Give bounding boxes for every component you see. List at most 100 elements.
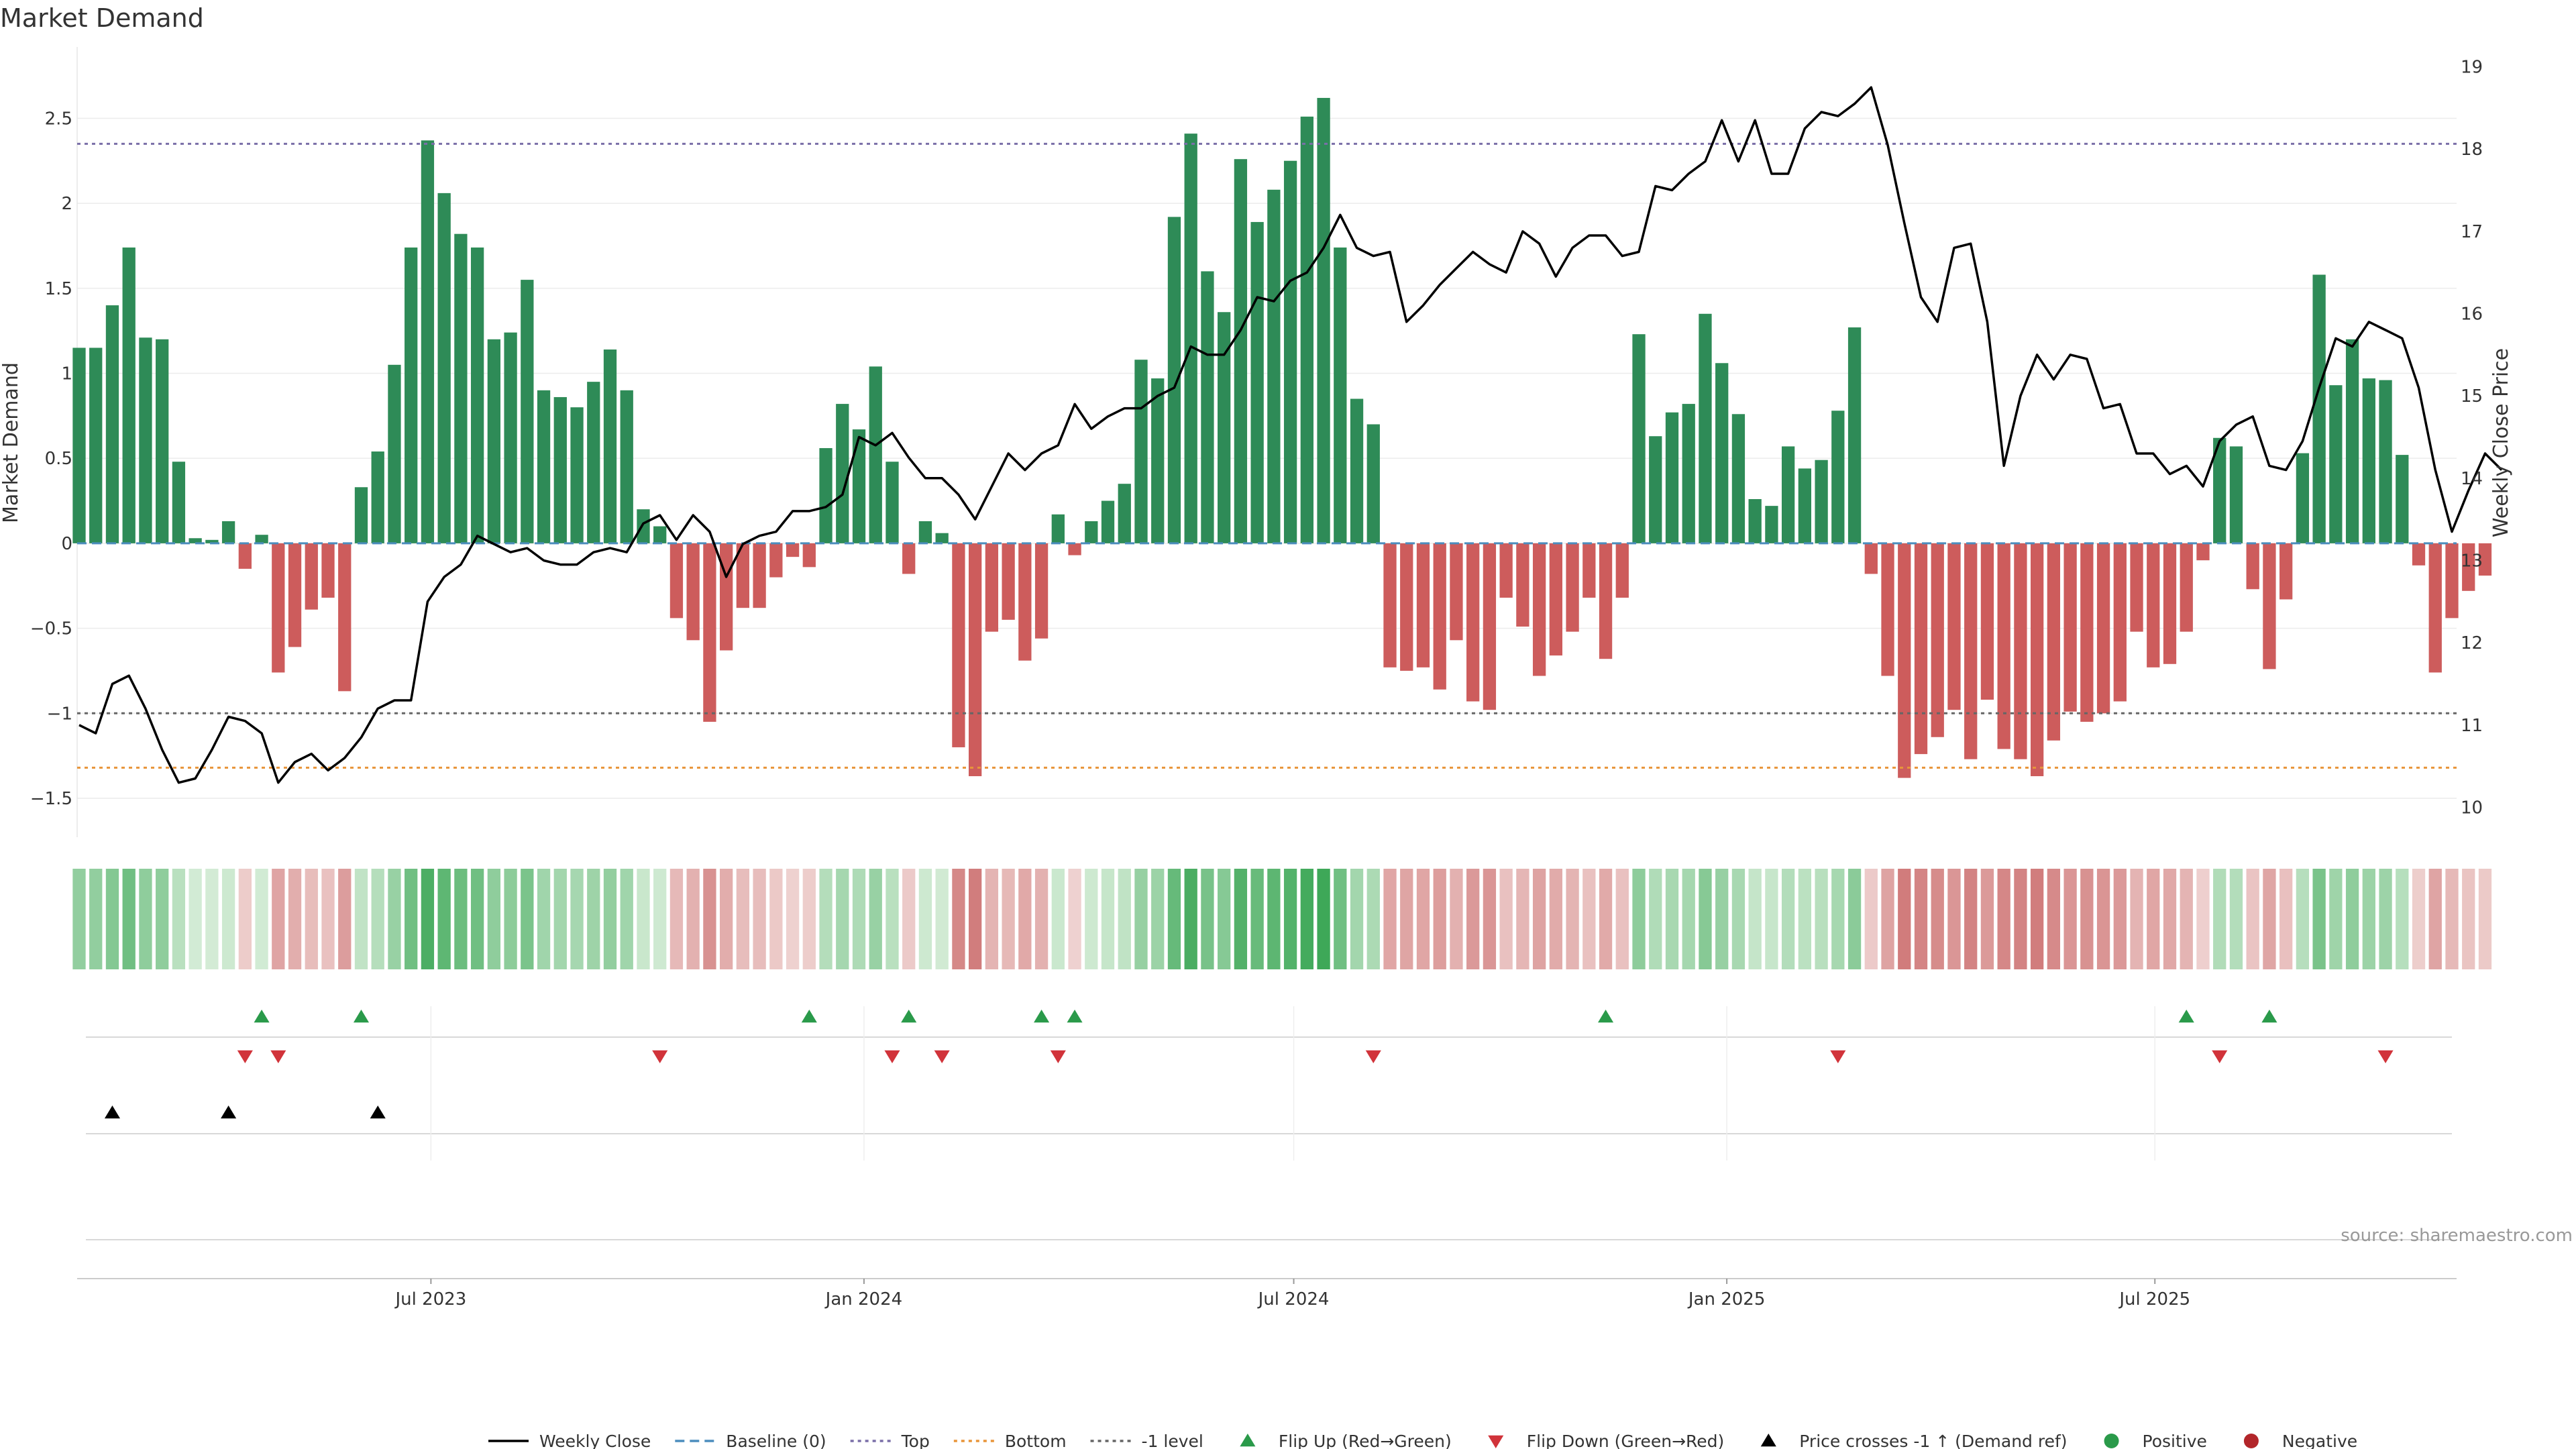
heat-cell [1433, 869, 1446, 969]
heat-cell [2113, 869, 2127, 969]
heat-cell [388, 869, 401, 969]
demand-bar [703, 543, 716, 722]
level-lines [77, 142, 2457, 769]
demand-bar [1151, 378, 1165, 543]
heat-cell [1715, 869, 1729, 969]
demand-bar [2428, 543, 2442, 673]
heat-cell [719, 869, 733, 969]
demand-bar [603, 349, 617, 543]
heat-cell [553, 869, 567, 969]
demand-bar [1632, 334, 1646, 543]
heat-cell [1283, 869, 1297, 969]
heat-cell [1831, 869, 1845, 969]
heat-cell [1002, 869, 1015, 969]
heat-cell [1167, 869, 1181, 969]
demand-bar [1450, 543, 1463, 641]
demand-bar [969, 543, 982, 777]
demand-bar [470, 247, 484, 543]
legend-item: -1 level [1090, 1432, 1203, 1449]
y2-tick-label: 13 [2461, 551, 2483, 571]
demand-bar [2180, 543, 2193, 632]
heat-cell [2345, 869, 2359, 969]
demand-bar [1300, 116, 1313, 543]
demand-bar [786, 543, 800, 557]
x-tick-label: Jan 2025 [1687, 1289, 1766, 1309]
demand-bar [1483, 543, 1497, 710]
demand-bar [2080, 543, 2094, 722]
demand-bar [653, 526, 667, 543]
heat-cell [1483, 869, 1497, 969]
demand-bar [2130, 543, 2143, 632]
heat-cell [2478, 869, 2492, 969]
demand-bar [1815, 460, 1828, 543]
demand-bar [1499, 543, 1513, 598]
demand-bar [1350, 398, 1364, 543]
legend-item: Positive [2104, 1432, 2207, 1449]
y-tick-label: −1.5 [30, 789, 72, 809]
heat-cell [1964, 869, 1978, 969]
heat-cell [753, 869, 766, 969]
legend-item: Flip Down (Green→Red) [1488, 1432, 1724, 1449]
left-axis-ticks: −1.5 −1 −0.5 0 0.5 1 1.5 2 2.5 [30, 109, 72, 809]
heat-cell [1815, 869, 1828, 969]
demand-bar [686, 543, 700, 641]
x-tick-label: Jul 2023 [394, 1289, 466, 1309]
y2-tick-label: 12 [2461, 633, 2483, 653]
flip-down-marker [2377, 1050, 2394, 1063]
heat-cell [72, 869, 86, 969]
y-tick-label: 2 [61, 194, 72, 214]
demand-bar [1167, 217, 1181, 543]
heat-cell [1532, 869, 1546, 969]
demand-bar [371, 451, 384, 543]
heat-cell [2130, 869, 2143, 969]
demand-bar [1831, 411, 1845, 543]
demand-bar [885, 462, 899, 543]
demand-bar [205, 539, 219, 543]
heat-cell [2379, 869, 2392, 969]
heat-cell [288, 869, 302, 969]
demand-bar [1250, 221, 1264, 543]
y2-tick-label: 14 [2461, 469, 2483, 489]
legend-swatch [1488, 1435, 1504, 1448]
demand-bar [305, 543, 318, 610]
heat-cell [637, 869, 650, 969]
legend-label: Flip Down (Green→Red) [1527, 1432, 1725, 1449]
y-tick-label: −1 [47, 704, 72, 724]
heat-cell [2147, 869, 2160, 969]
heat-cell [1018, 869, 1032, 969]
legend-item: Top [850, 1432, 930, 1449]
heat-cell [2412, 869, 2426, 969]
demand-bar [2478, 543, 2492, 576]
heat-cell [669, 869, 684, 969]
demand-bar [2229, 446, 2243, 543]
heat-cell [2396, 869, 2409, 969]
heat-cell [1234, 869, 1248, 969]
demand-bar [952, 543, 965, 747]
legend-label: Baseline (0) [726, 1432, 826, 1449]
heat-cell [156, 869, 169, 969]
demand-bar [1334, 247, 1347, 543]
heat-cell [1847, 869, 1862, 969]
demand-bar [405, 247, 418, 543]
heat-cell [985, 869, 999, 969]
legend-item: Baseline (0) [675, 1432, 826, 1449]
heat-cell [769, 869, 783, 969]
y2-tick-label: 10 [2461, 798, 2483, 818]
legend-swatch [1240, 1434, 1256, 1447]
heat-cell [2428, 869, 2442, 969]
heat-cell [2213, 869, 2226, 969]
y-tick-label: 0 [61, 534, 72, 554]
heat-cell [1898, 869, 1911, 969]
demand-bar [1466, 543, 1480, 702]
y2-axis-label: Weekly Close Price [2489, 348, 2513, 537]
demand-bar [553, 396, 567, 543]
demand-bar [935, 533, 949, 543]
demand-bar [1201, 271, 1214, 543]
y-tick-label: 1.5 [45, 279, 72, 299]
demand-bar [1283, 160, 1297, 543]
demand-bar [719, 543, 733, 651]
legend-label: -1 level [1142, 1432, 1203, 1449]
heat-cell [305, 869, 318, 969]
demand-bar [89, 347, 103, 543]
heat-cell [139, 869, 152, 969]
